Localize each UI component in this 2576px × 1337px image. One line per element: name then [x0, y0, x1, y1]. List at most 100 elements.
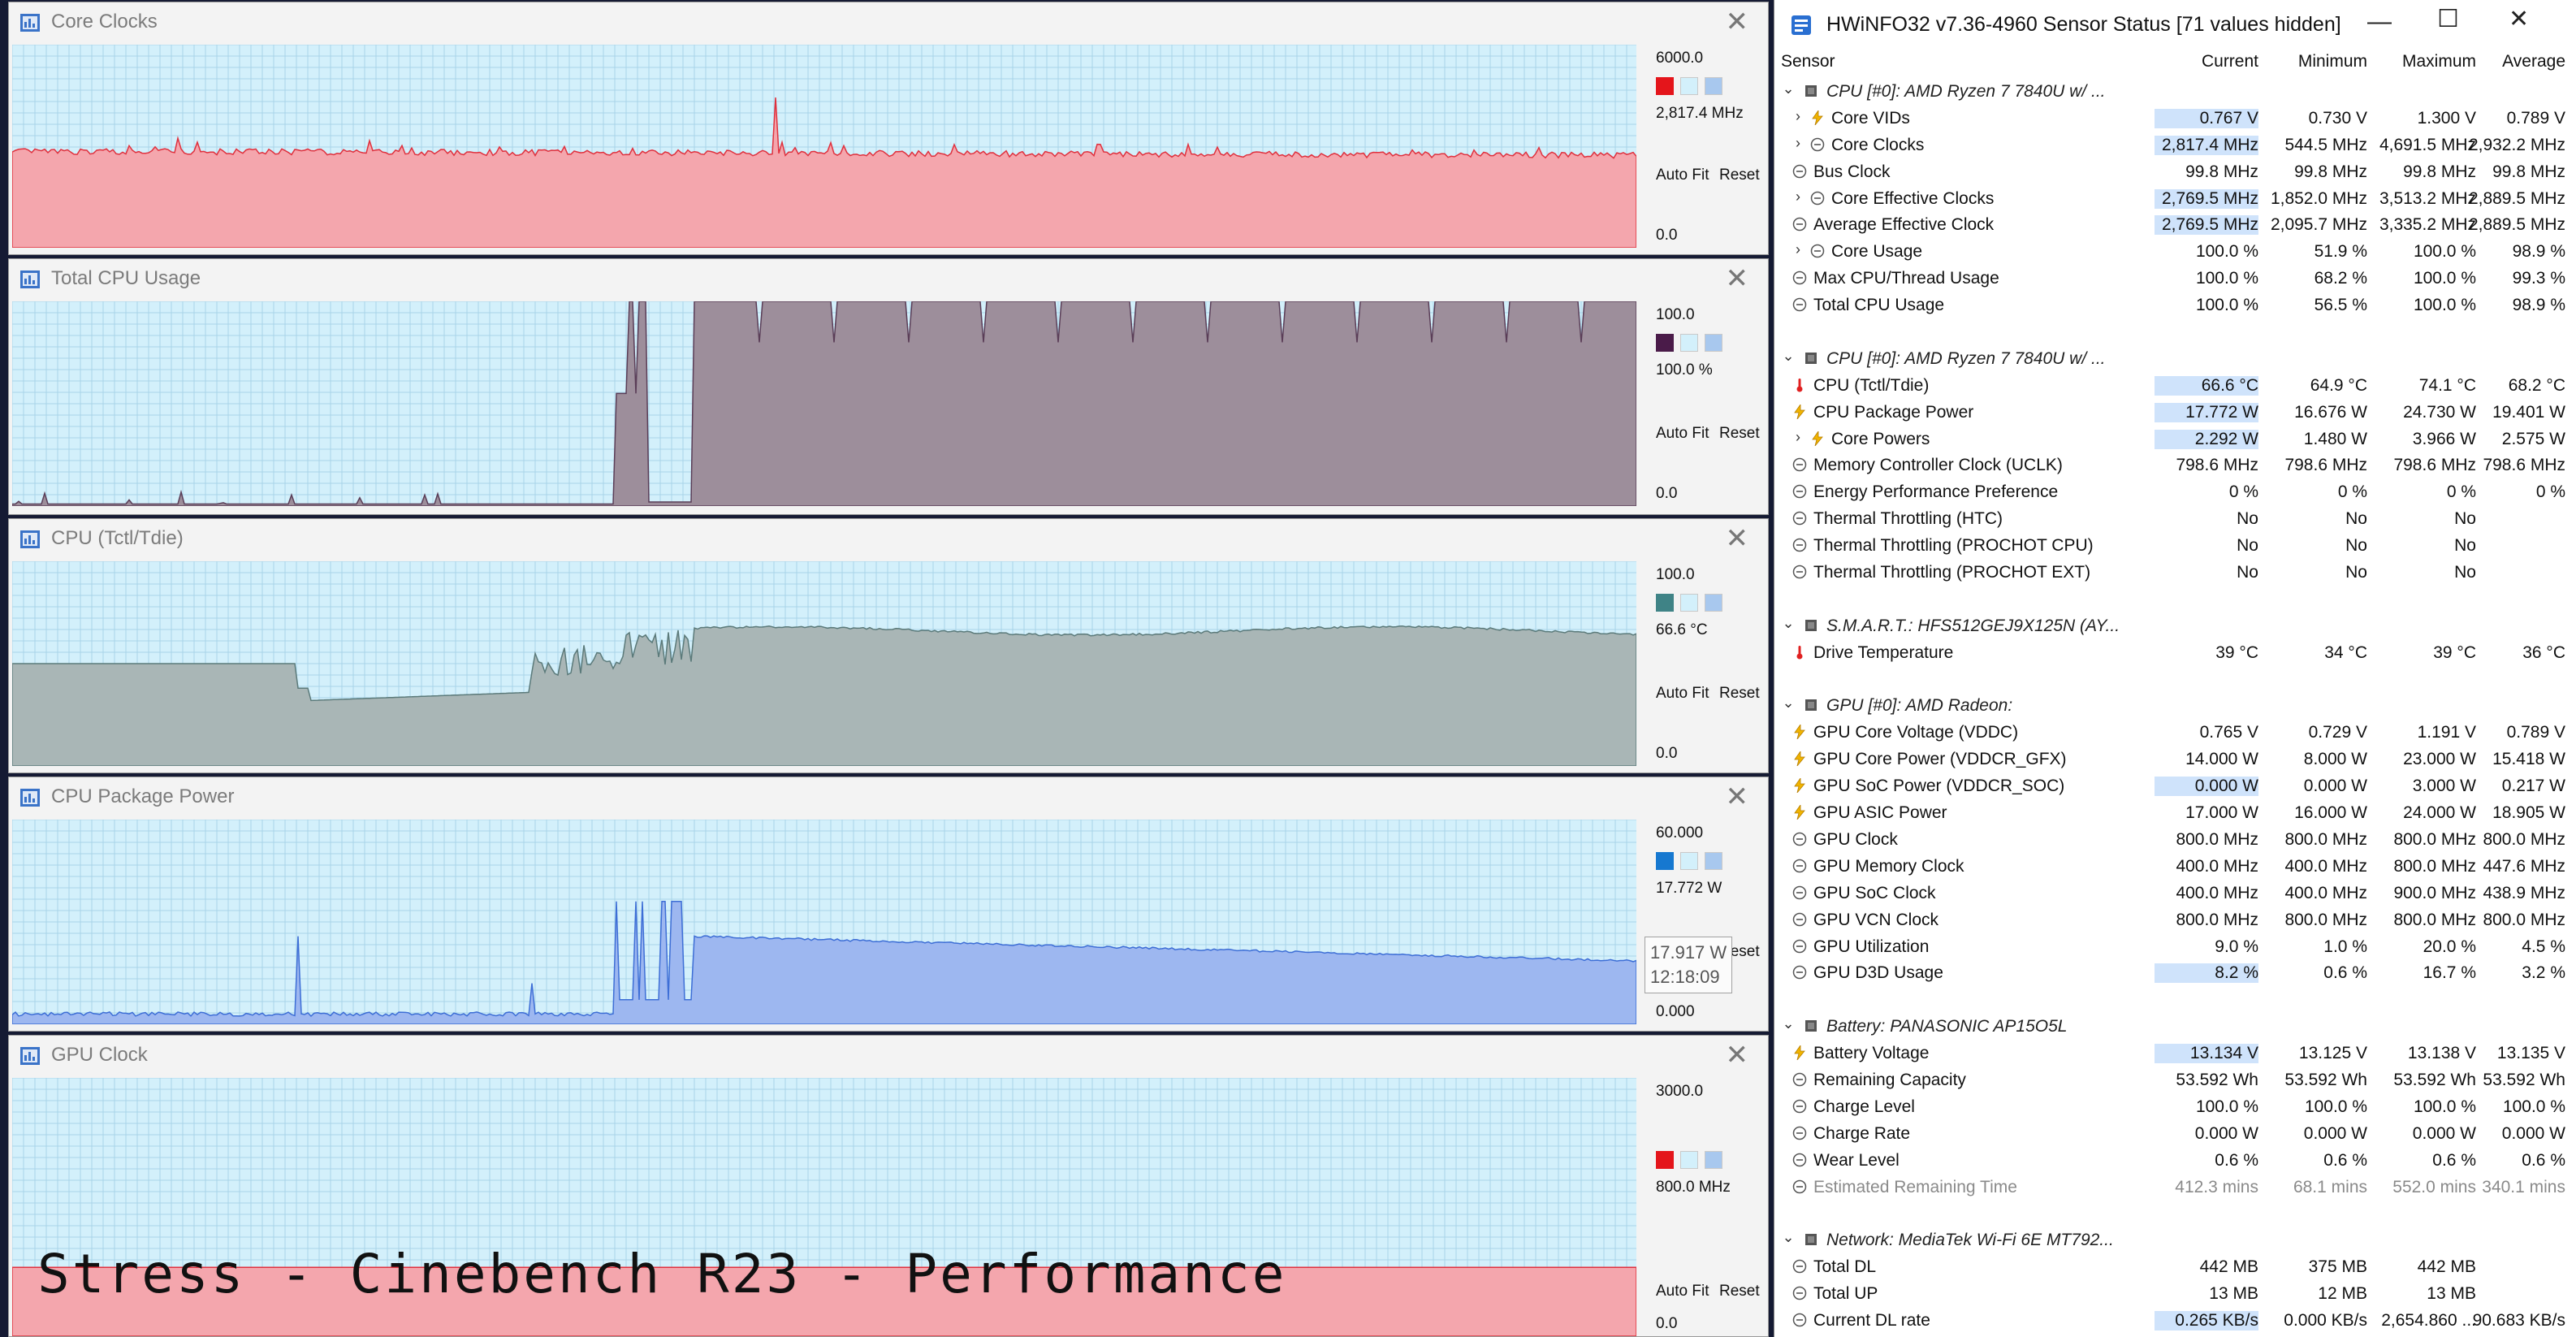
auto-fit-button[interactable]: Auto Fit: [1656, 1283, 1709, 1300]
maximize-icon[interactable]: ☐: [2437, 6, 2459, 32]
close-icon[interactable]: ✕: [1725, 6, 1749, 37]
graph-window[interactable]: Core Clocks ✕ 6000.0 2,817.4 MHz Auto Fit Res…: [8, 2, 1769, 255]
sensor-row[interactable]: Charge Level 100.0 % 100.0 % 100.0 % 100.0 %: [1774, 1093, 2576, 1120]
sensor-row[interactable]: GPU Utilization 9.0 % 1.0 % 20.0 % 4.5 %: [1774, 933, 2576, 960]
sensor-row[interactable]: Average Effective Clock 2,769.5 MHz 2,095.…: [1774, 211, 2576, 238]
background-color-swatch[interactable]: [1680, 1151, 1698, 1169]
sensor-row[interactable]: › Core Clocks 2,817.4 MHz 544.5 MHz 4,691.5 …: [1774, 132, 2576, 158]
chevron-down-icon[interactable]: ⌄: [1782, 347, 1795, 364]
chevron-right-icon[interactable]: ›: [1796, 428, 1800, 445]
reset-button[interactable]: Reset: [1719, 425, 1760, 442]
sensor-row[interactable]: › Core Powers 2.292 W 1.480 W 3.966 W 2.575 W: [1774, 426, 2576, 452]
close-icon[interactable]: ✕: [1725, 523, 1749, 554]
grid-color-swatch[interactable]: [1705, 1151, 1722, 1169]
sensor-group-header[interactable]: ⌄ Battery: PANASONIC AP15O5L: [1774, 1013, 2576, 1040]
sensor-row[interactable]: Total UP 13 MB 12 MB 13 MB: [1774, 1280, 2576, 1307]
background-color-swatch[interactable]: [1680, 334, 1698, 352]
sensor-row[interactable]: Wear Level 0.6 % 0.6 % 0.6 % 0.6 %: [1774, 1147, 2576, 1174]
chevron-down-icon[interactable]: ⌄: [1782, 80, 1795, 97]
sensor-group-header[interactable]: ⌄ CPU [#0]: AMD Ryzen 7 7840U w/ ...: [1774, 78, 2576, 105]
auto-fit-button[interactable]: Auto Fit: [1656, 167, 1709, 184]
column-current[interactable]: Current: [2201, 52, 2258, 71]
background-color-swatch[interactable]: [1680, 594, 1698, 612]
sensor-row[interactable]: › Core VIDs 0.767 V 0.730 V 1.300 V 0.789 V: [1774, 105, 2576, 132]
column-average[interactable]: Average: [2502, 52, 2565, 71]
sensor-row[interactable]: Bus Clock 99.8 MHz 99.8 MHz 99.8 MHz 99.8 MH…: [1774, 158, 2576, 185]
close-icon[interactable]: ✕: [1725, 263, 1749, 294]
column-maximum[interactable]: Maximum: [2401, 52, 2476, 71]
sensor-row[interactable]: › Core Effective Clocks 2,769.5 MHz 1,852.0…: [1774, 185, 2576, 212]
graph-plot-area[interactable]: [12, 45, 1636, 248]
chevron-right-icon[interactable]: ›: [1796, 241, 1800, 258]
sensor-row[interactable]: Thermal Throttling (PROCHOT EXT) No No No: [1774, 559, 2576, 586]
graph-title-bar[interactable]: Core Clocks ✕: [9, 2, 1768, 43]
chevron-down-icon[interactable]: ⌄: [1782, 694, 1795, 712]
graph-title-bar[interactable]: Total CPU Usage ✕: [9, 259, 1768, 300]
grid-color-swatch[interactable]: [1705, 594, 1722, 612]
sensor-row[interactable]: GPU Clock 800.0 MHz 800.0 MHz 800.0 MHz 800.…: [1774, 826, 2576, 853]
graph-title-bar[interactable]: CPU (Tctl/Tdie) ✕: [9, 519, 1768, 560]
sensor-row[interactable]: Thermal Throttling (PROCHOT CPU) No No No: [1774, 532, 2576, 559]
graph-plot-area[interactable]: [12, 820, 1636, 1024]
column-minimum[interactable]: Minimum: [2297, 52, 2367, 71]
series-color-swatch[interactable]: [1656, 1151, 1674, 1169]
reset-button[interactable]: Reset: [1719, 1283, 1760, 1300]
series-color-swatch[interactable]: [1656, 334, 1674, 352]
sensor-row[interactable]: GPU Core Voltage (VDDC) 0.765 V 0.729 V 1.1…: [1774, 719, 2576, 746]
column-sensor[interactable]: Sensor: [1781, 52, 1835, 71]
sensor-row[interactable]: CPU Package Power 17.772 W 16.676 W 24.730 …: [1774, 399, 2576, 426]
close-icon[interactable]: ✕: [2509, 6, 2530, 32]
series-color-swatch[interactable]: [1656, 594, 1674, 612]
graph-window[interactable]: GPU Clock ✕ 3000.0 800.0 MHz Auto Fit Reset 0.…: [8, 1035, 1769, 1337]
sensor-row[interactable]: GPU SoC Power (VDDCR_SOC) 0.000 W 0.000 W 3…: [1774, 772, 2576, 799]
graph-title-bar[interactable]: CPU Package Power ✕: [9, 777, 1768, 818]
close-icon[interactable]: ✕: [1725, 781, 1749, 812]
grid-color-swatch[interactable]: [1705, 77, 1722, 95]
graph-plot-area[interactable]: [12, 561, 1636, 766]
sensor-group-header[interactable]: ⌄ S.M.A.R.T.: HFS512GEJ9X125N (AY...: [1774, 612, 2576, 639]
close-icon[interactable]: ✕: [1725, 1040, 1749, 1071]
sensor-row[interactable]: Estimated Remaining Time 412.3 mins 68.1 m…: [1774, 1174, 2576, 1201]
sensor-group-header[interactable]: ⌄ GPU [#0]: AMD Radeon:: [1774, 692, 2576, 719]
sensor-row[interactable]: Battery Voltage 13.134 V 13.125 V 13.138 V 1…: [1774, 1040, 2576, 1067]
grid-color-swatch[interactable]: [1705, 334, 1722, 352]
background-color-swatch[interactable]: [1680, 77, 1698, 95]
series-color-swatch[interactable]: [1656, 77, 1674, 95]
chevron-down-icon[interactable]: ⌄: [1782, 1229, 1795, 1246]
graph-title-bar[interactable]: GPU Clock ✕: [9, 1036, 1768, 1076]
minimize-icon[interactable]: —: [2367, 8, 2392, 35]
auto-fit-button[interactable]: Auto Fit: [1656, 685, 1709, 702]
chevron-right-icon[interactable]: ›: [1796, 134, 1800, 151]
sensor-row[interactable]: Charge Rate 0.000 W 0.000 W 0.000 W 0.000 W: [1774, 1120, 2576, 1147]
sensor-row[interactable]: Energy Performance Preference 0 % 0 % 0 % 0 …: [1774, 478, 2576, 505]
sensor-row[interactable]: Max CPU/Thread Usage 100.0 % 68.2 % 100.0 %…: [1774, 265, 2576, 292]
sensor-row[interactable]: CPU (Tctl/Tdie) 66.6 °C 64.9 °C 74.1 °C 68.2…: [1774, 372, 2576, 399]
sensor-group-header[interactable]: ⌄ CPU [#0]: AMD Ryzen 7 7840U w/ ...: [1774, 345, 2576, 372]
sensor-row[interactable]: Current DL rate 0.265 KB/s 0.000 KB/s 2,654…: [1774, 1307, 2576, 1334]
reset-button[interactable]: Reset: [1719, 685, 1760, 702]
sensor-row[interactable]: Total DL 442 MB 375 MB 442 MB: [1774, 1253, 2576, 1280]
sensor-row[interactable]: Thermal Throttling (HTC) No No No: [1774, 505, 2576, 532]
grid-color-swatch[interactable]: [1705, 852, 1722, 870]
reset-button[interactable]: Reset: [1719, 167, 1760, 184]
graph-window[interactable]: Total CPU Usage ✕ 100.0 100.0 % Auto Fit Rese…: [8, 258, 1769, 515]
chevron-right-icon[interactable]: ›: [1796, 188, 1800, 205]
sensor-row[interactable]: GPU VCN Clock 800.0 MHz 800.0 MHz 800.0 MHz…: [1774, 906, 2576, 933]
graph-plot-area[interactable]: [12, 1078, 1636, 1336]
chevron-right-icon[interactable]: ›: [1796, 107, 1800, 124]
background-color-swatch[interactable]: [1680, 852, 1698, 870]
sensor-row[interactable]: GPU SoC Clock 400.0 MHz 400.0 MHz 900.0 MHz…: [1774, 880, 2576, 906]
sensor-row[interactable]: GPU ASIC Power 17.000 W 16.000 W 24.000 W 18…: [1774, 799, 2576, 826]
sensor-row[interactable]: GPU D3D Usage 8.2 % 0.6 % 16.7 % 3.2 %: [1774, 959, 2576, 986]
graph-window[interactable]: CPU (Tctl/Tdie) ✕ 100.0 66.6 °C Auto Fit Rese…: [8, 518, 1769, 773]
auto-fit-button[interactable]: Auto Fit: [1656, 425, 1709, 442]
sensor-group-header[interactable]: ⌄ Network: MediaTek Wi-Fi 6E MT792...: [1774, 1227, 2576, 1253]
sensor-row[interactable]: Total CPU Usage 100.0 % 56.5 % 100.0 % 98.9 …: [1774, 292, 2576, 318]
series-color-swatch[interactable]: [1656, 852, 1674, 870]
sensor-row[interactable]: › Core Usage 100.0 % 51.9 % 100.0 % 98.9 %: [1774, 238, 2576, 265]
chevron-down-icon[interactable]: ⌄: [1782, 614, 1795, 631]
chevron-down-icon[interactable]: ⌄: [1782, 1015, 1795, 1032]
sensor-row[interactable]: Remaining Capacity 53.592 Wh 53.592 Wh 53.5…: [1774, 1067, 2576, 1093]
sensor-list[interactable]: ⌄ CPU [#0]: AMD Ryzen 7 7840U w/ ... › Cor…: [1774, 78, 2576, 1334]
